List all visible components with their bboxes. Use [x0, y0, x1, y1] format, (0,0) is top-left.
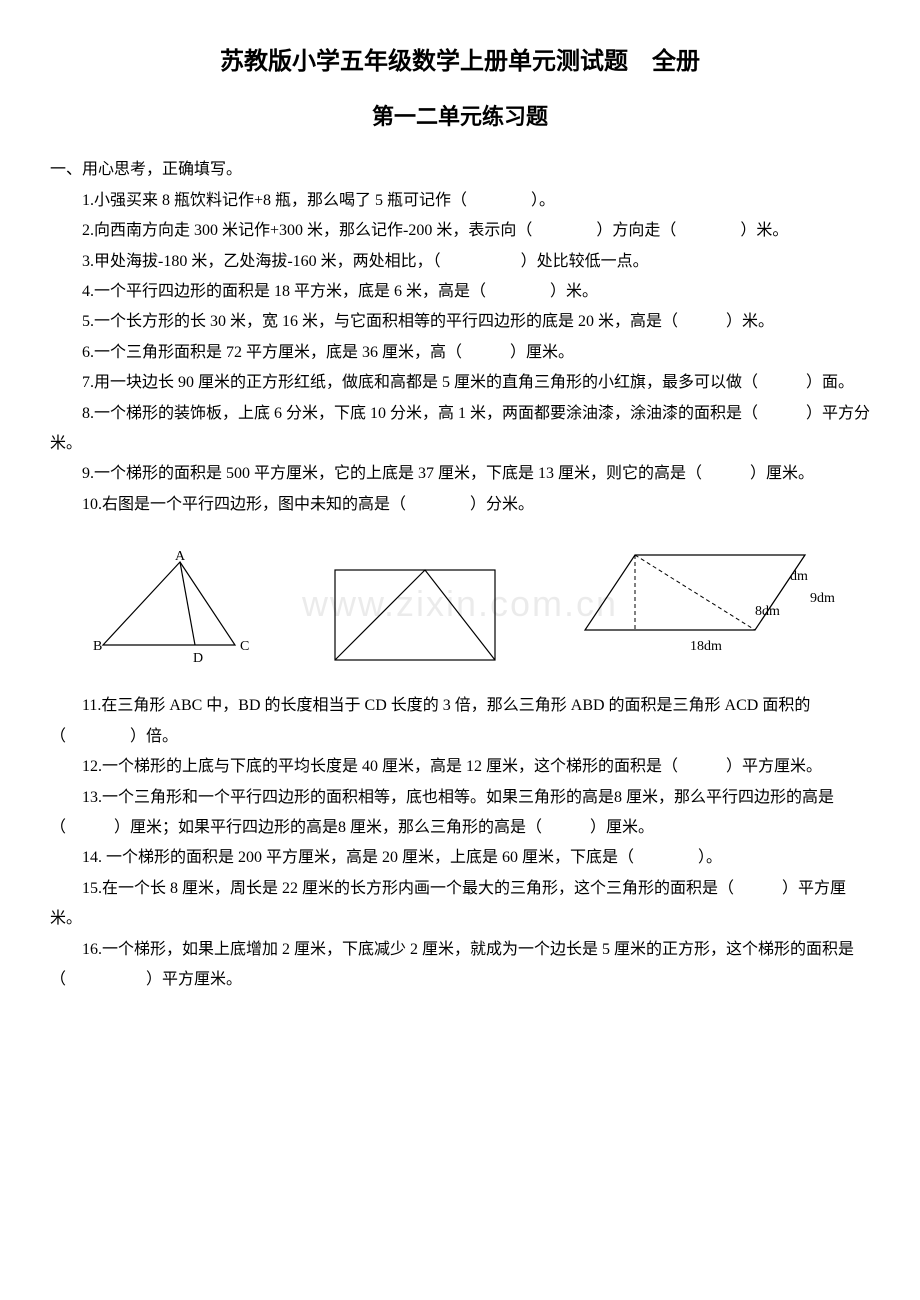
question-1: 1.小强买来 8 瓶饮料记作+8 瓶，那么喝了 5 瓶可记作（ ）。: [50, 186, 870, 216]
label-9dm: 9dm: [810, 591, 835, 606]
label-d: D: [193, 651, 203, 666]
label-b: B: [93, 639, 102, 654]
triangle-abcd-svg: A B C D: [85, 550, 255, 670]
figure-rect-triangle: [325, 560, 505, 681]
question-13: 13.一个三角形和一个平行四边形的面积相等，底也相等。如果三角形的高是8 厘米，…: [50, 783, 870, 844]
question-12: 12.一个梯形的上底与下底的平均长度是 40 厘米，高是 12 厘米，这个梯形的…: [50, 752, 870, 782]
question-15: 15.在一个长 8 厘米，周长是 22 厘米的长方形内画一个最大的三角形，这个三…: [50, 874, 870, 935]
section-heading: 一、用心思考，正确填写。: [50, 155, 870, 185]
figure-parallelogram: dm 8dm 9dm 18dm: [575, 540, 835, 681]
question-9: 9.一个梯形的面积是 500 平方厘米，它的上底是 37 厘米，下底是 13 厘…: [50, 459, 870, 489]
parallelogram-svg: dm 8dm 9dm 18dm: [575, 540, 835, 670]
question-3: 3.甲处海拔-180 米，乙处海拔-160 米，两处相比，（ ）处比较低一点。: [50, 247, 870, 277]
question-6: 6.一个三角形面积是 72 平方厘米，底是 36 厘米，高（ ）厘米。: [50, 338, 870, 368]
question-4: 4.一个平行四边形的面积是 18 平方米，底是 6 米，高是（ ）米。: [50, 277, 870, 307]
label-a: A: [175, 550, 186, 564]
rect-triangle-svg: [325, 560, 505, 670]
question-16: 16.一个梯形，如果上底增加 2 厘米，下底减少 2 厘米，就成为一个边长是 5…: [50, 935, 870, 996]
figures-row: A B C D dm 8dm 9dm 18dm: [50, 540, 870, 681]
question-10: 10.右图是一个平行四边形，图中未知的高是（ ）分米。: [50, 490, 870, 520]
question-11: 11.在三角形 ABC 中，BD 的长度相当于 CD 长度的 3 倍，那么三角形…: [50, 691, 870, 752]
question-8: 8.一个梯形的装饰板，上底 6 分米，下底 10 分米，高 1 米，两面都要涂油…: [50, 399, 870, 460]
label-c: C: [240, 639, 249, 654]
question-14: 14. 一个梯形的面积是 200 平方厘米，高是 20 厘米，上底是 60 厘米…: [50, 843, 870, 873]
question-2: 2.向西南方向走 300 米记作+300 米，那么记作-200 米，表示向（ ）…: [50, 216, 870, 246]
figure-triangle-abcd: A B C D: [85, 550, 255, 681]
sub-title: 第一二单元练习题: [50, 96, 870, 138]
label-18dm: 18dm: [690, 639, 722, 654]
label-8dm: 8dm: [755, 604, 780, 619]
main-title: 苏教版小学五年级数学上册单元测试题 全册: [50, 40, 870, 86]
label-dm: dm: [790, 569, 808, 584]
question-5: 5.一个长方形的长 30 米，宽 16 米，与它面积相等的平行四边形的底是 20…: [50, 307, 870, 337]
question-7: 7.用一块边长 90 厘米的正方形红纸，做底和高都是 5 厘米的直角三角形的小红…: [50, 368, 870, 398]
